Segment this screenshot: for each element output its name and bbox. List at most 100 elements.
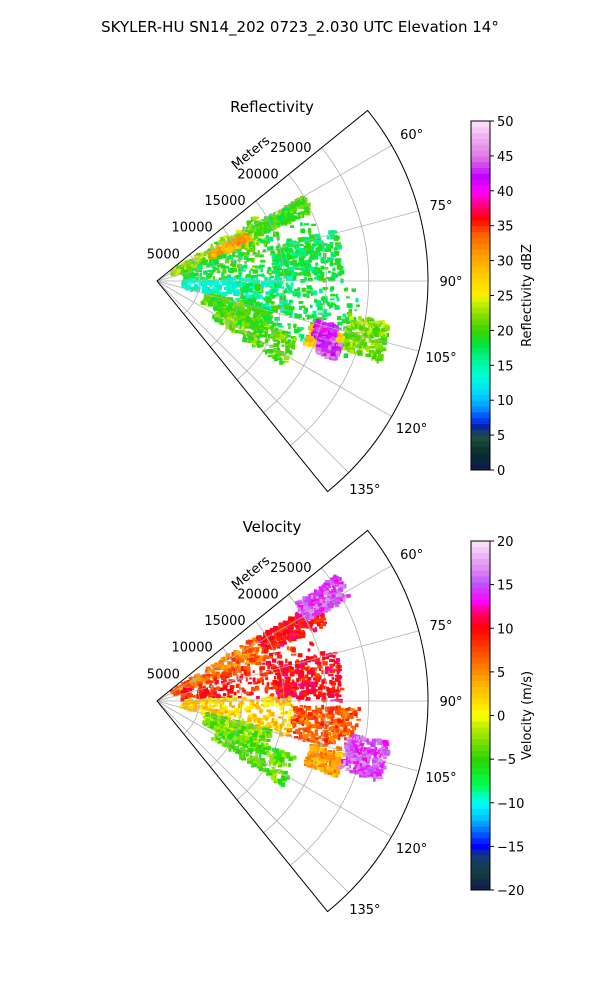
velocity-echo-pixel xyxy=(330,680,333,684)
velocity-echo-pixel xyxy=(274,676,276,679)
velocity-echo-pixel xyxy=(176,691,181,695)
reflectivity-echo-pixel xyxy=(321,266,325,270)
velocity-echo-pixel xyxy=(265,677,268,680)
velocity-echo-pixel xyxy=(328,586,332,588)
reflectivity-echo-pixel xyxy=(267,237,273,242)
velocity-echo-pixel xyxy=(338,681,342,686)
velocity-echo-pixel xyxy=(258,655,260,658)
reflectivity-echo-pixel xyxy=(369,321,374,323)
reflectivity-echo-pixel xyxy=(326,350,331,353)
reflectivity-echo-pixel xyxy=(289,306,295,310)
reflectivity-colorbar-segment xyxy=(471,226,490,232)
reflectivity-echo-pixel xyxy=(291,345,295,349)
reflectivity-echo-pixel xyxy=(268,355,272,357)
velocity-echo-pixel xyxy=(267,666,270,670)
reflectivity-azimuth-tick-label: 135° xyxy=(349,483,380,498)
velocity-echo-pixel xyxy=(216,686,220,690)
reflectivity-echo-pixel xyxy=(222,254,227,259)
reflectivity-echo-pixel xyxy=(208,303,213,307)
velocity-echo-pixel xyxy=(308,656,313,659)
velocity-echo-pixel xyxy=(328,674,334,676)
reflectivity-echo-pixel xyxy=(365,354,371,358)
reflectivity-colorbar-segment xyxy=(471,220,490,226)
velocity-echo-pixel xyxy=(188,694,193,697)
reflectivity-colorbar-segment xyxy=(471,296,490,302)
reflectivity-echo-pixel xyxy=(316,344,320,347)
reflectivity-echo-pixel xyxy=(353,343,356,347)
reflectivity-colorbar-segment xyxy=(471,133,490,139)
reflectivity-colorbar-segment xyxy=(471,237,490,243)
velocity-echo-pixel xyxy=(258,658,262,662)
reflectivity-echo-pixel xyxy=(316,253,318,255)
velocity-echo-pixel xyxy=(239,645,243,647)
velocity-echo-pixel xyxy=(298,626,300,631)
reflectivity-echo-pixel xyxy=(184,266,186,271)
reflectivity-echo-pixel xyxy=(334,304,336,307)
reflectivity-echo-pixel xyxy=(191,287,196,290)
reflectivity-echo-pixel xyxy=(220,280,224,283)
reflectivity-echo-pixel xyxy=(291,282,294,286)
reflectivity-echo-pixel xyxy=(266,283,271,287)
reflectivity-echo-pixel xyxy=(253,342,256,345)
reflectivity-echo-pixel xyxy=(217,301,222,306)
velocity-echo-pixel xyxy=(337,686,340,689)
velocity-echo-pixel xyxy=(259,709,262,714)
reflectivity-echo-pixel xyxy=(213,301,218,306)
reflectivity-panel: 50001000015000200002500060°75°90°105°120… xyxy=(147,98,535,498)
velocity-echo-pixel xyxy=(253,670,255,673)
velocity-echo-pixel xyxy=(277,675,282,680)
reflectivity-azimuth-tick-label: 60° xyxy=(400,128,423,143)
reflectivity-range-tick-label: 10000 xyxy=(171,221,212,236)
reflectivity-echo-pixel xyxy=(299,252,304,255)
reflectivity-echo-pixel xyxy=(299,327,304,329)
reflectivity-echo-pixel xyxy=(287,335,291,338)
reflectivity-echo-pixel xyxy=(260,226,262,231)
reflectivity-echo-pixel xyxy=(329,242,333,246)
reflectivity-echo-pixel xyxy=(381,332,384,334)
velocity-echo-pixel xyxy=(267,682,270,686)
reflectivity-echo-pixel xyxy=(310,316,313,319)
reflectivity-echo-pixel xyxy=(223,248,228,252)
reflectivity-echo-pixel xyxy=(356,298,359,302)
velocity-echo-pixel xyxy=(320,624,323,628)
reflectivity-echo-pixel xyxy=(254,333,256,335)
reflectivity-echo-pixel xyxy=(232,252,235,255)
reflectivity-echo-pixel xyxy=(289,350,292,352)
reflectivity-echo-pixel xyxy=(330,288,333,290)
reflectivity-colorbar-segment xyxy=(471,307,490,313)
reflectivity-colorbar-segment xyxy=(471,354,490,360)
reflectivity-echo-pixel xyxy=(306,244,309,248)
velocity-echo-pixel xyxy=(333,587,336,592)
velocity-echo-pixel xyxy=(329,664,333,668)
reflectivity-colorbar-segment xyxy=(471,278,490,284)
reflectivity-echo-pixel xyxy=(290,210,293,214)
reflectivity-echo-pixel xyxy=(306,336,311,341)
reflectivity-colorbar-segment xyxy=(471,400,490,406)
reflectivity-echo-pixel xyxy=(244,252,247,255)
velocity-echo-pixel xyxy=(317,665,322,668)
velocity-echo-pixel xyxy=(245,708,248,711)
reflectivity-echo-pixel xyxy=(263,327,267,330)
velocity-echo-pixel xyxy=(287,646,289,650)
reflectivity-echo-pixel xyxy=(347,328,350,331)
reflectivity-echo-pixel xyxy=(323,318,327,321)
reflectivity-echo-pixel xyxy=(275,332,280,334)
reflectivity-echo-pixel xyxy=(294,313,297,315)
velocity-echo-pixel xyxy=(335,579,338,582)
velocity-echo-pixel xyxy=(251,662,255,664)
velocity-echo-pixel xyxy=(335,603,339,607)
reflectivity-echo-pixel xyxy=(232,283,236,288)
velocity-echo-pixel xyxy=(275,690,279,692)
reflectivity-range-tick-label: 15000 xyxy=(204,194,245,209)
reflectivity-colorbar-segment xyxy=(471,168,490,174)
reflectivity-echo-pixel xyxy=(285,243,287,246)
reflectivity-echo-pixel xyxy=(372,326,374,328)
reflectivity-echo-pixel xyxy=(214,260,219,265)
reflectivity-azimuth-tick-label: 105° xyxy=(425,351,456,366)
reflectivity-echo-pixel xyxy=(288,326,290,329)
velocity-echo-pixel xyxy=(311,595,313,599)
velocity-echo-pixel xyxy=(297,687,299,689)
velocity-echo-pixel xyxy=(314,594,316,598)
reflectivity-title: Reflectivity xyxy=(230,98,314,116)
